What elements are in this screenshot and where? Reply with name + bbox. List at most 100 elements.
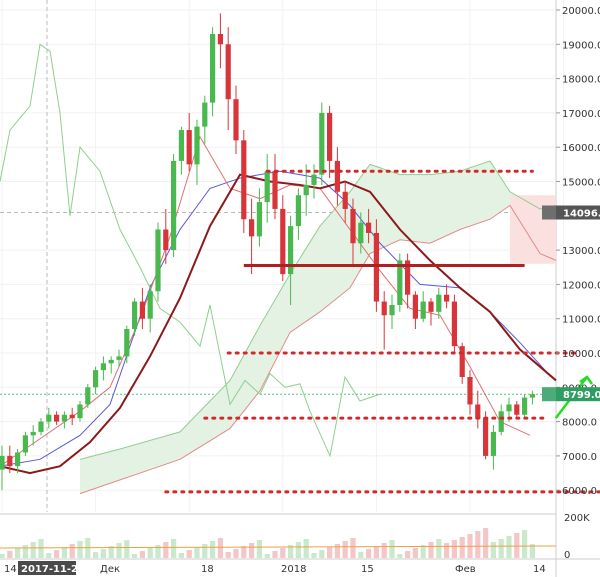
volume-bar: [483, 528, 489, 558]
volume-bar: [405, 551, 411, 558]
candle-body[interactable]: [61, 414, 67, 422]
volume-bar: [319, 550, 325, 558]
candle-body[interactable]: [459, 346, 465, 378]
candle-body[interactable]: [116, 356, 122, 360]
candle-body[interactable]: [319, 112, 325, 175]
candle-body[interactable]: [529, 394, 535, 398]
candle-body[interactable]: [444, 294, 450, 302]
candle-body[interactable]: [54, 414, 60, 422]
candle-body[interactable]: [506, 404, 512, 412]
candle-body[interactable]: [389, 304, 395, 316]
candle-body[interactable]: [303, 184, 309, 196]
candle-body[interactable]: [428, 301, 434, 312]
candle-body[interactable]: [483, 418, 489, 456]
volume-bar: [116, 543, 122, 558]
candle-body[interactable]: [522, 397, 528, 415]
candle-body[interactable]: [342, 191, 348, 209]
price-tick-label: 15000.0: [562, 178, 600, 189]
candle-body[interactable]: [0, 455, 5, 470]
candle-body[interactable]: [451, 301, 457, 347]
volume-bar: [69, 544, 75, 558]
volume-bar: [77, 541, 83, 558]
candle-body[interactable]: [311, 174, 317, 185]
candle-body[interactable]: [147, 291, 153, 319]
price-badge[interactable]: [542, 387, 600, 402]
volume-bar: [529, 544, 535, 558]
candle-body[interactable]: [397, 260, 403, 305]
candle-body[interactable]: [202, 102, 208, 127]
candle-body[interactable]: [358, 222, 364, 244]
candle-body[interactable]: [85, 387, 91, 405]
candle-body[interactable]: [249, 219, 255, 237]
candle-body[interactable]: [7, 455, 13, 467]
volume-bar: [459, 537, 465, 558]
candle-body[interactable]: [186, 130, 192, 165]
candle-body[interactable]: [38, 421, 44, 432]
candle-body[interactable]: [498, 411, 504, 432]
candle-body[interactable]: [366, 222, 372, 233]
candle-body[interactable]: [178, 130, 184, 161]
candle-body[interactable]: [475, 404, 481, 419]
candle-body[interactable]: [514, 404, 520, 415]
price-badge-marker: [542, 205, 556, 220]
candle-body[interactable]: [171, 160, 177, 251]
candle-body[interactable]: [350, 208, 356, 244]
candle-body[interactable]: [490, 431, 496, 456]
price-tick-label: 12000.0: [562, 280, 600, 291]
candle-body[interactable]: [163, 229, 169, 251]
candle-body[interactable]: [108, 359, 114, 364]
volume-bar: [93, 552, 99, 558]
candle-body[interactable]: [139, 301, 145, 319]
candle-body[interactable]: [233, 99, 239, 141]
volume-bar: [171, 539, 177, 558]
volume-bar: [522, 530, 528, 558]
candle-body[interactable]: [381, 301, 387, 316]
candle-body[interactable]: [334, 160, 340, 192]
candle-body[interactable]: [210, 34, 216, 103]
candle-body[interactable]: [155, 229, 161, 292]
volume-bar: [0, 554, 5, 558]
candle-body[interactable]: [100, 363, 106, 371]
volume-ma-line: [0, 545, 557, 549]
candle-body[interactable]: [15, 452, 21, 467]
volume-bar: [420, 545, 426, 558]
candle-body[interactable]: [280, 208, 286, 275]
candle-body[interactable]: [295, 195, 301, 227]
candle-body[interactable]: [22, 435, 28, 453]
candle-body[interactable]: [132, 301, 138, 329]
candle-body[interactable]: [405, 260, 411, 295]
candle-body[interactable]: [412, 294, 418, 319]
candle-body[interactable]: [420, 301, 426, 319]
candle-body[interactable]: [217, 34, 223, 45]
price-badge[interactable]: [542, 205, 600, 220]
candle-body[interactable]: [225, 44, 231, 100]
volume-bar: [249, 543, 255, 558]
candle-body[interactable]: [264, 171, 270, 203]
volume-bar: [288, 545, 294, 558]
price-tick-label: 20000.0: [562, 6, 600, 17]
volume-bar: [210, 541, 216, 558]
candle-body[interactable]: [30, 431, 36, 436]
volume-bar: [186, 550, 192, 558]
candle-body[interactable]: [436, 294, 442, 312]
candle-body[interactable]: [77, 404, 83, 419]
candle-body[interactable]: [467, 377, 473, 405]
volume-bar: [358, 552, 364, 558]
candle-body[interactable]: [241, 140, 247, 220]
volume-bar: [163, 542, 169, 558]
candle-body[interactable]: [256, 202, 262, 237]
candle-body[interactable]: [93, 370, 99, 388]
candle-body[interactable]: [288, 226, 294, 275]
candle-body[interactable]: [272, 171, 278, 209]
candle-body[interactable]: [373, 232, 379, 302]
candle-body[interactable]: [46, 414, 52, 422]
moving-average-line: [0, 173, 557, 475]
candle-body[interactable]: [124, 328, 130, 357]
volume-bar: [334, 544, 340, 558]
candle-body[interactable]: [69, 414, 75, 419]
time-tick-label: 14: [4, 564, 17, 575]
candle-body[interactable]: [327, 112, 333, 161]
crosshair-date-badge[interactable]: [18, 561, 76, 575]
candle-body[interactable]: [194, 126, 200, 165]
